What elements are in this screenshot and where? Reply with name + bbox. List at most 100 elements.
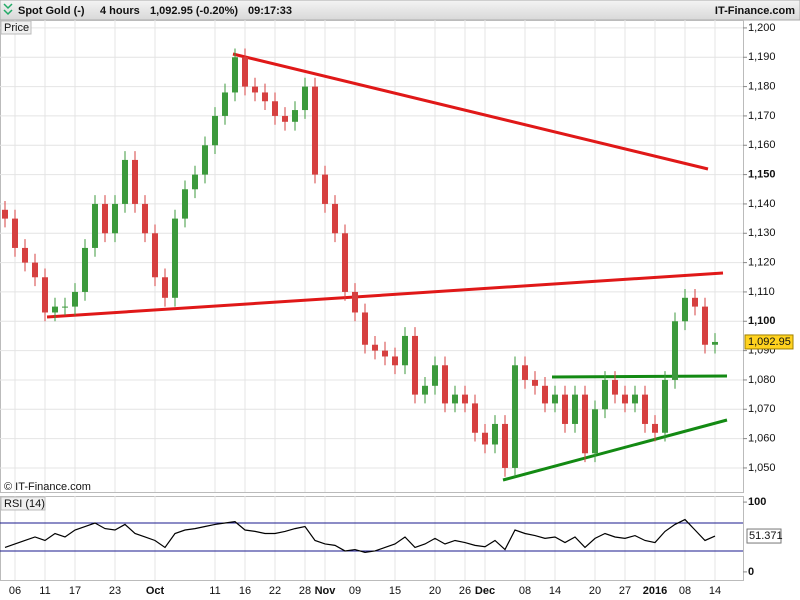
candle-body [422,385,428,395]
candle-body [372,344,378,351]
x-tick-label: Dec [475,585,495,597]
candle-body [112,203,118,234]
candle-body [482,432,488,445]
x-tick-label: 23 [109,585,121,597]
price-panel-label: Price [4,22,29,34]
y-tick-label: 1,130 [748,227,776,239]
x-tick-label: 08 [519,585,531,597]
y-tick-label: 1,080 [748,374,776,386]
candle-body [462,394,468,404]
candle-body [42,277,48,313]
y-tick-label: 1,150 [748,169,776,181]
x-tick-label: 14 [709,585,721,597]
candle-body [152,233,158,278]
candle-body [662,379,668,433]
candle-body [352,291,358,313]
x-tick-label: 08 [679,585,691,597]
candle-body [32,262,38,278]
x-tick-label: 27 [619,585,631,597]
y-tick-label: 1,200 [748,22,776,34]
x-tick-label: 11 [39,585,50,597]
time: 09:17:33 [248,5,292,17]
trendline [232,52,709,171]
y-tick-label: 1,160 [748,139,776,151]
candle-body [82,247,88,292]
y-tick-label: 1,100 [748,315,776,327]
x-tick-label: 09 [349,585,361,597]
x-tick-label: 17 [69,585,81,597]
quote: 1,092.95 (-0.20%) [150,5,238,17]
candle-body [392,356,398,366]
candle-body [332,203,338,234]
rsi-last-label: 51.371 [749,530,783,542]
candle-body [682,297,688,322]
candle-body [572,394,578,424]
candle-body [252,86,258,93]
x-tick-label: Oct [146,585,165,597]
candle-body [22,247,28,263]
candle-body [542,385,548,404]
brand: IT-Finance.com [715,5,795,17]
candle-body [632,394,638,404]
last-price-label: 1,092.95 [748,336,791,348]
candle-body [642,394,648,424]
x-tick-label: 15 [389,585,401,597]
candle-body [472,403,478,433]
panel-label-box [0,496,46,511]
candle-body [312,86,318,175]
panel-label-box [0,20,32,35]
candle-body [292,110,298,122]
candle-body [712,341,718,345]
candle-body [322,174,328,204]
instrument: Spot Gold (-) [18,5,85,17]
candle-body [672,321,678,380]
x-tick-label: 06 [9,585,21,597]
candle-body [62,306,68,308]
x-tick-label: 14 [549,585,561,597]
trendline [551,374,728,379]
candle-body [12,218,18,248]
x-tick-label: 20 [429,585,441,597]
candle-body [592,409,598,454]
y-tick-label: 100 [748,496,766,508]
candle-body [502,423,508,468]
candle-body [302,86,308,111]
candle-body [382,350,388,357]
candle-body [72,291,78,307]
rsi-panel [0,496,744,581]
y-tick-label: 1,190 [748,51,776,63]
candle-body [92,203,98,248]
candle-body [582,394,588,454]
candle-body [532,379,538,386]
candle-body [202,145,208,175]
x-tick-label: 16 [239,585,251,597]
candle-body [182,189,188,219]
y-tick-label: 1,140 [748,198,776,210]
x-tick-label: Nov [315,585,337,597]
y-tick-label: 1,070 [748,403,776,415]
trendline [502,418,728,482]
candle-body [272,101,278,116]
candle-body [2,209,8,219]
candle-body [652,423,658,433]
last-price-box [744,334,794,350]
candle-body [552,394,558,404]
candle-body [132,159,138,204]
x-tick-label: 28 [299,585,311,597]
candle-body [282,115,288,122]
candle-body [192,174,198,190]
rsi-line [4,518,716,553]
candle-body [702,306,708,345]
candle-body [602,379,608,410]
candle-body [522,365,528,380]
x-tick-label: 22 [269,585,281,597]
candle-body [622,394,628,404]
candle-body [142,203,148,234]
candle-body [162,277,168,298]
x-tick-label: 26 [459,585,471,597]
candle-body [212,115,218,146]
candle-body [452,394,458,404]
candle-body [242,57,248,87]
rsi-last-box [746,528,782,544]
